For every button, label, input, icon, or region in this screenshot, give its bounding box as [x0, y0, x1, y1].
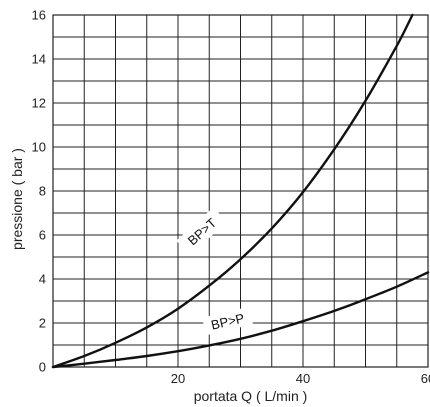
curves [51, 13, 430, 369]
y-tick-label: 14 [32, 52, 46, 67]
series-labels: BP>T BP>P [176, 207, 253, 336]
series-label: BP>P [210, 310, 246, 332]
y-tick-label: 0 [39, 360, 46, 375]
x-tick-label: 20 [171, 371, 185, 386]
y-tick-label: 16 [32, 8, 46, 23]
tick-labels: 0 2 4 6 8 10 12 14 16 20 40 60 [32, 8, 430, 387]
series-label-background [176, 207, 227, 256]
y-tick-label: 12 [32, 96, 46, 111]
series-line-bp-t [51, 13, 414, 369]
x-tick-label: 60 [421, 371, 430, 386]
series-line-bp-p [51, 271, 430, 369]
y-tick-label: 2 [39, 316, 46, 331]
y-tick-label: 6 [39, 228, 46, 243]
plot-frame [52, 14, 429, 368]
y-tick-label: 8 [39, 184, 46, 199]
x-axis-title: portata Q ( L/min ) [194, 388, 308, 404]
series-label-background [202, 306, 253, 336]
y-tick-label: 4 [39, 272, 46, 287]
y-axis-title: pressione ( bar ) [9, 148, 25, 250]
x-tick-label: 40 [296, 371, 310, 386]
series-label-group: BP>T [176, 207, 227, 256]
y-tick-label: 10 [32, 140, 46, 155]
series-label-group: BP>P [202, 306, 253, 336]
